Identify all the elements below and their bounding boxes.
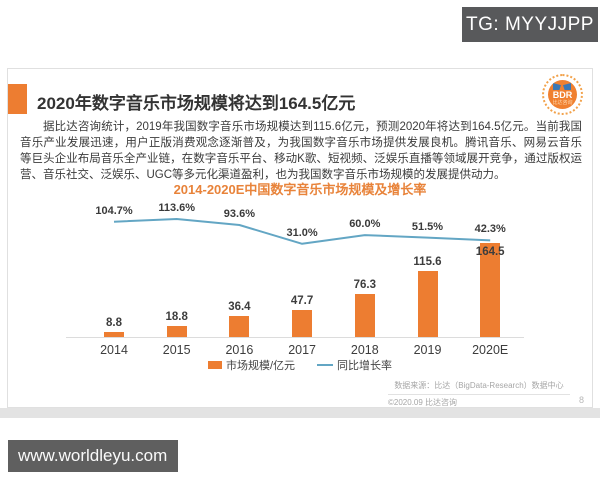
bdr-logo-core: BDR 比达咨询 (548, 80, 577, 109)
bar-value-label: 164.5 (475, 246, 505, 258)
growth-rate-label: 104.7% (95, 204, 133, 217)
growth-rate-label: 31.0% (286, 226, 318, 239)
bdr-logo-ring: BDR 比达咨询 (542, 74, 583, 115)
chart-title: 2014-2020E中国数字音乐市场规模及增长率 (173, 182, 427, 197)
x-tick-2019: 2019 (413, 343, 442, 357)
x-tick-2020E: 2020E (472, 343, 509, 357)
bar-2017 (292, 310, 313, 337)
bar-2018 (354, 294, 375, 337)
bar-2019 (417, 271, 438, 337)
bar-value-label: 18.8 (165, 311, 188, 323)
bdr-logo: BDR 比达咨询 (542, 74, 584, 116)
title-accent-bar (8, 84, 27, 114)
x-tick-2018: 2018 (350, 343, 379, 357)
legend-bar-swatch (207, 361, 222, 369)
data-source-note: 数据来源：比达（BigData-Research）数据中心 (394, 381, 564, 390)
legend-item-growth-rate: 同比增长率 (317, 357, 392, 373)
logo-building-icon (563, 83, 571, 90)
chart-legend: 市场规模/亿元 同比增长率 (8, 357, 592, 373)
x-tick-2016: 2016 (225, 343, 254, 357)
growth-rate-label: 113.6% (158, 202, 196, 214)
bar-value-label: 36.4 (228, 301, 251, 313)
bar-value-label: 8.8 (106, 317, 122, 329)
growth-rate-label: 42.3% (474, 223, 506, 236)
slide-footer: 数据来源：比达（BigData-Research）数据中心 ©2020.09 比… (386, 380, 586, 408)
x-tick-2017: 2017 (288, 343, 316, 357)
page-number: 8 (578, 395, 584, 405)
chart-plot: 8.8 2014 104.7% 18.8 2015 113.6% 36.4 2016 93.6%… (8, 197, 594, 357)
copyright-note: ©2020.09 比达咨询 (388, 394, 570, 408)
bar-2016 (229, 316, 250, 337)
bar-2014 (104, 332, 124, 337)
x-tick-2015: 2015 (162, 343, 191, 357)
growth-rate-line (113, 218, 491, 245)
bar-value-label: 115.6 (413, 256, 442, 268)
legend-line-swatch (317, 364, 334, 366)
growth-rate-label: 51.5% (411, 220, 444, 233)
slide-shadow (0, 408, 600, 418)
slide-title: 2020年数字音乐市场规模将达到164.5亿元 (37, 94, 356, 113)
tg-badge: TG: MYYJJPP (462, 7, 598, 42)
logo-building-icon (553, 83, 561, 90)
growth-rate-label: 60.0% (349, 218, 381, 231)
slide-card: 2020年数字音乐市场规模将达到164.5亿元 BDR 比达咨询 据比达咨询统计… (7, 68, 593, 408)
watermark-badge: www.worldleyu.com (8, 440, 178, 472)
bar-value-label: 76.3 (353, 279, 376, 291)
bar-2015 (166, 326, 187, 337)
legend-label: 同比增长率 (337, 360, 393, 372)
body-paragraph: 据比达咨询统计，2019年我国数字音乐市场规模达到115.6亿元，预测2020年… (20, 121, 582, 181)
x-axis-line (66, 337, 524, 338)
bdr-logo-subtext: 比达咨询 (552, 99, 573, 106)
legend-label: 市场规模/亿元 (225, 360, 296, 372)
growth-rate-label: 93.6% (223, 208, 255, 220)
bar-value-label: 47.7 (290, 295, 314, 307)
legend-item-market-size: 市场规模/亿元 (207, 357, 296, 373)
bdr-logo-text: BDR (552, 89, 573, 100)
bar-2020E (480, 243, 501, 337)
x-tick-2014: 2014 (100, 343, 128, 357)
